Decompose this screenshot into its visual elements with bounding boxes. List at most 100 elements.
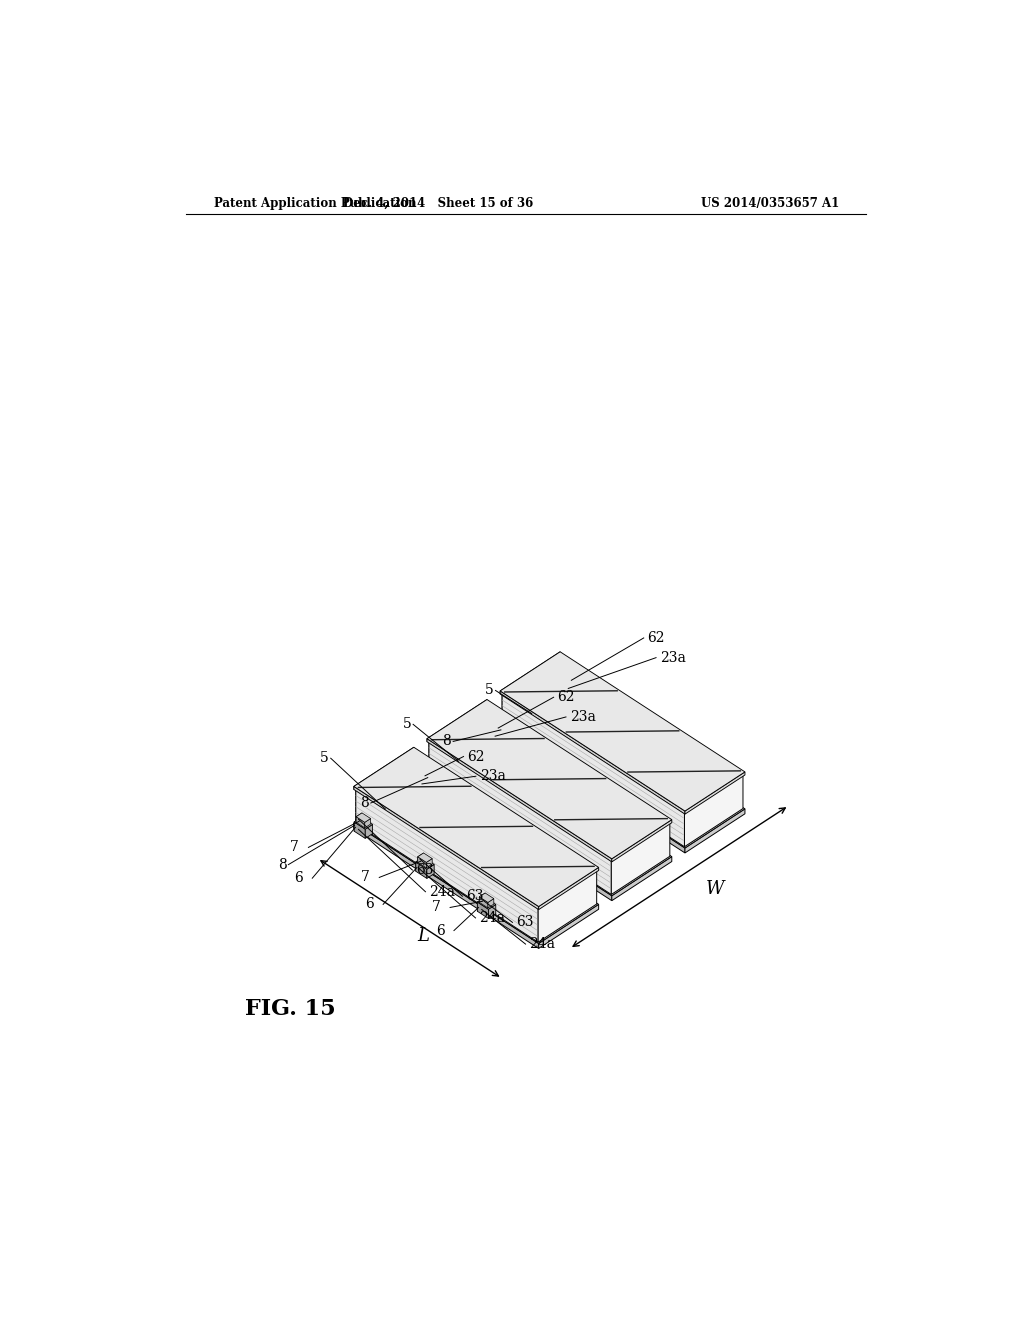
Polygon shape	[561, 851, 567, 861]
Polygon shape	[566, 774, 573, 788]
Polygon shape	[566, 684, 578, 700]
Polygon shape	[553, 849, 561, 861]
Polygon shape	[626, 797, 632, 807]
Text: Dec. 4, 2014   Sheet 15 of 36: Dec. 4, 2014 Sheet 15 of 36	[343, 197, 534, 210]
Polygon shape	[502, 656, 743, 813]
Polygon shape	[503, 718, 508, 727]
Polygon shape	[429, 742, 611, 895]
Polygon shape	[700, 766, 708, 780]
Polygon shape	[512, 729, 519, 743]
Polygon shape	[545, 854, 554, 865]
Polygon shape	[431, 781, 438, 796]
Polygon shape	[427, 770, 445, 781]
Text: 8: 8	[278, 858, 287, 871]
Polygon shape	[427, 737, 487, 780]
Polygon shape	[557, 766, 565, 777]
Polygon shape	[490, 805, 506, 814]
Polygon shape	[562, 762, 569, 776]
Polygon shape	[561, 857, 569, 871]
Polygon shape	[500, 689, 560, 733]
Polygon shape	[628, 813, 635, 828]
Polygon shape	[557, 762, 562, 772]
Text: 5: 5	[485, 684, 494, 697]
Polygon shape	[564, 758, 579, 767]
Polygon shape	[500, 727, 685, 853]
Polygon shape	[354, 787, 539, 909]
Polygon shape	[354, 817, 373, 829]
Polygon shape	[438, 771, 443, 780]
Polygon shape	[493, 821, 500, 836]
Polygon shape	[551, 854, 561, 871]
Polygon shape	[689, 763, 700, 780]
Polygon shape	[422, 770, 428, 779]
Polygon shape	[427, 865, 434, 878]
Polygon shape	[568, 678, 577, 689]
Polygon shape	[700, 760, 706, 770]
Polygon shape	[568, 675, 583, 684]
Polygon shape	[494, 726, 512, 738]
Polygon shape	[635, 809, 642, 822]
Polygon shape	[481, 814, 500, 826]
Polygon shape	[438, 776, 445, 791]
Polygon shape	[500, 690, 685, 814]
Polygon shape	[502, 694, 684, 846]
Polygon shape	[490, 805, 497, 814]
Polygon shape	[354, 817, 361, 832]
Polygon shape	[494, 726, 501, 741]
Polygon shape	[427, 700, 487, 742]
Polygon shape	[685, 809, 744, 853]
Polygon shape	[481, 814, 488, 828]
Polygon shape	[572, 763, 579, 772]
Text: 7: 7	[291, 841, 299, 854]
Polygon shape	[630, 714, 644, 723]
Polygon shape	[501, 722, 519, 734]
Polygon shape	[418, 857, 426, 869]
Polygon shape	[628, 723, 639, 741]
Polygon shape	[500, 652, 744, 810]
Polygon shape	[477, 898, 496, 909]
Polygon shape	[618, 807, 627, 817]
Polygon shape	[545, 850, 551, 859]
Polygon shape	[555, 771, 566, 788]
Polygon shape	[566, 678, 573, 693]
Polygon shape	[493, 816, 498, 825]
Text: 24a: 24a	[479, 911, 506, 925]
Polygon shape	[616, 807, 635, 818]
Text: 24a: 24a	[429, 884, 456, 899]
Text: 6: 6	[436, 924, 444, 937]
Text: 23a: 23a	[659, 651, 686, 665]
Polygon shape	[616, 807, 624, 821]
Polygon shape	[611, 820, 672, 862]
Polygon shape	[624, 801, 631, 816]
Polygon shape	[354, 824, 539, 949]
Text: Patent Application Publication: Patent Application Publication	[214, 197, 416, 210]
Polygon shape	[689, 759, 708, 771]
Polygon shape	[511, 723, 517, 733]
Polygon shape	[477, 902, 488, 919]
Text: 8: 8	[442, 734, 452, 748]
Polygon shape	[427, 739, 611, 862]
Polygon shape	[504, 727, 510, 737]
Polygon shape	[639, 726, 646, 741]
Polygon shape	[685, 772, 744, 814]
Polygon shape	[416, 857, 434, 869]
Polygon shape	[618, 803, 633, 812]
Polygon shape	[488, 814, 500, 830]
Polygon shape	[503, 718, 517, 727]
Polygon shape	[422, 770, 436, 779]
Polygon shape	[429, 770, 438, 780]
Polygon shape	[500, 689, 744, 847]
Polygon shape	[626, 801, 634, 813]
Polygon shape	[488, 904, 496, 919]
Polygon shape	[500, 810, 506, 820]
Polygon shape	[627, 808, 633, 817]
Polygon shape	[426, 858, 432, 869]
Polygon shape	[420, 775, 427, 788]
Polygon shape	[355, 751, 415, 824]
Polygon shape	[566, 678, 585, 690]
Polygon shape	[564, 758, 570, 767]
Polygon shape	[366, 825, 373, 838]
Text: 63: 63	[416, 863, 434, 876]
Polygon shape	[573, 770, 581, 783]
Polygon shape	[562, 762, 581, 774]
